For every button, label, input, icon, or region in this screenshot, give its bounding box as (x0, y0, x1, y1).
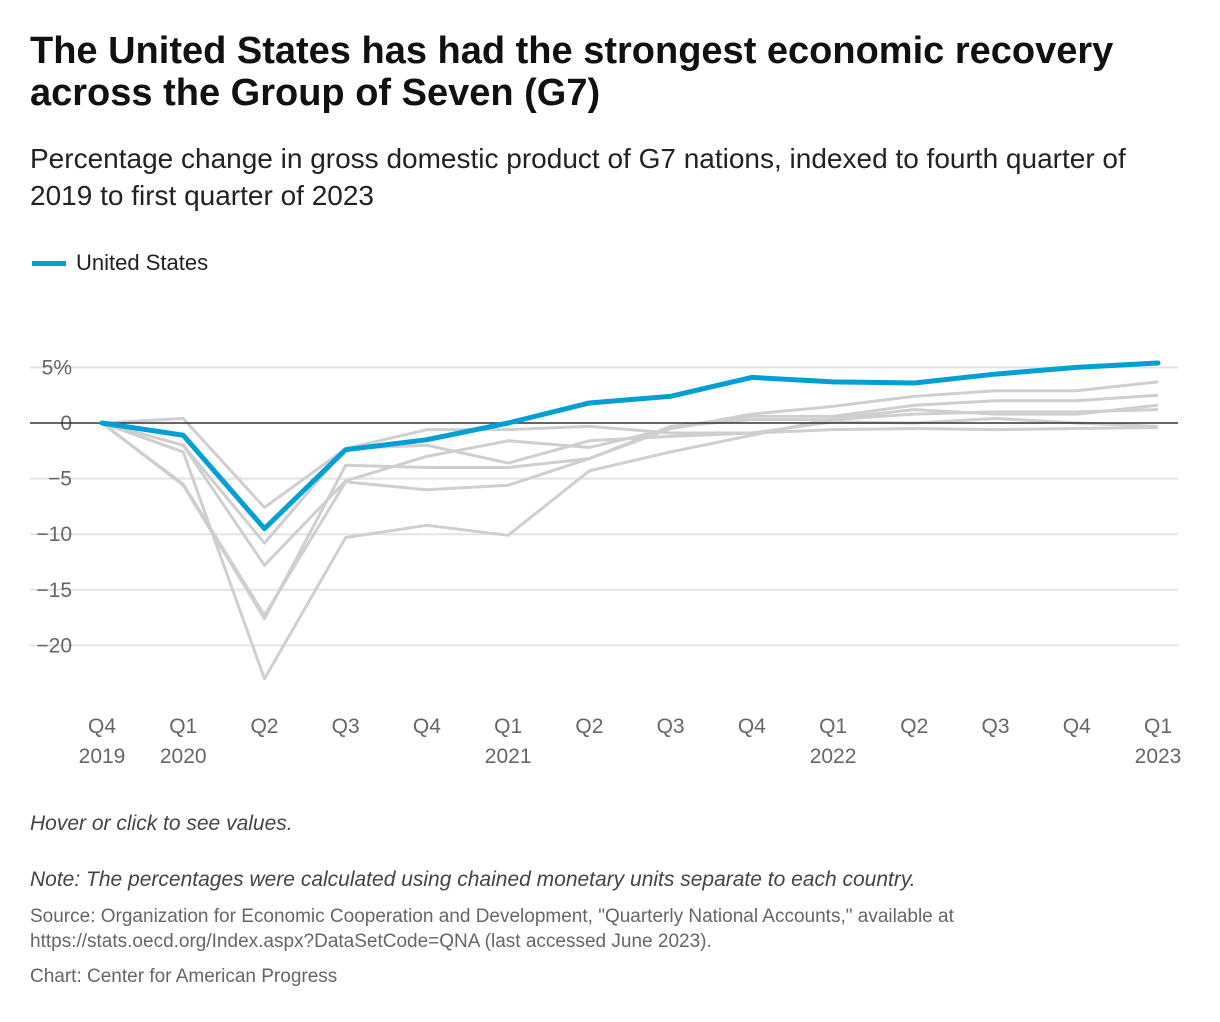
y-tick-label: 5% (42, 356, 72, 379)
x-tick-year: 2020 (160, 745, 207, 768)
x-tick-label: Q4 (1063, 715, 1091, 738)
series-line-united-kingdom (101, 403, 1159, 681)
y-tick-label: −15 (36, 579, 72, 602)
series-line-france (101, 408, 1159, 621)
x-tick-label: Q3 (982, 715, 1010, 738)
x-tick-label: Q4 (738, 715, 766, 738)
legend-swatch-united-states (32, 260, 66, 266)
x-tick-label: Q4 (88, 715, 116, 738)
x-tick-year: 2021 (485, 745, 532, 768)
y-tick-label: −20 (36, 634, 72, 657)
legend: United States (32, 250, 208, 276)
x-tick-label: Q3 (657, 715, 685, 738)
x-tick-year: 2023 (1135, 745, 1182, 768)
chart-title: The United States has had the strongest … (30, 30, 1114, 114)
x-tick-year: 2022 (810, 745, 857, 768)
credit: Chart: Center for American Progress (30, 966, 338, 987)
series-line-united-states (99, 360, 1161, 532)
x-tick-label: Q2 (575, 715, 603, 738)
y-tick-label: −10 (36, 523, 72, 546)
x-tick-label: Q3 (332, 715, 360, 738)
x-tick-label: Q1 (819, 715, 847, 738)
series-line-germany (101, 417, 1159, 545)
series-line-italy (101, 393, 1159, 617)
x-tick-label: Q2 (250, 715, 278, 738)
x-tick-label: Q1 (494, 715, 522, 738)
series-line-japan (101, 417, 1159, 510)
legend-label-united-states: United States (76, 250, 209, 275)
x-tick-year: 2019 (79, 745, 126, 768)
note: Note: The percentages were calculated us… (30, 868, 916, 891)
hint-text: Hover or click to see values. (30, 812, 293, 835)
x-tick-label: Q4 (413, 715, 441, 738)
source: Source: Organization for Economic Cooper… (30, 906, 954, 952)
x-tick-label: Q2 (900, 715, 928, 738)
y-tick-label: −5 (48, 468, 72, 491)
x-tick-label: Q1 (169, 715, 197, 738)
x-tick-label: Q1 (1144, 715, 1172, 738)
chart-subtitle: Percentage change in gross domestic prod… (30, 143, 1126, 211)
